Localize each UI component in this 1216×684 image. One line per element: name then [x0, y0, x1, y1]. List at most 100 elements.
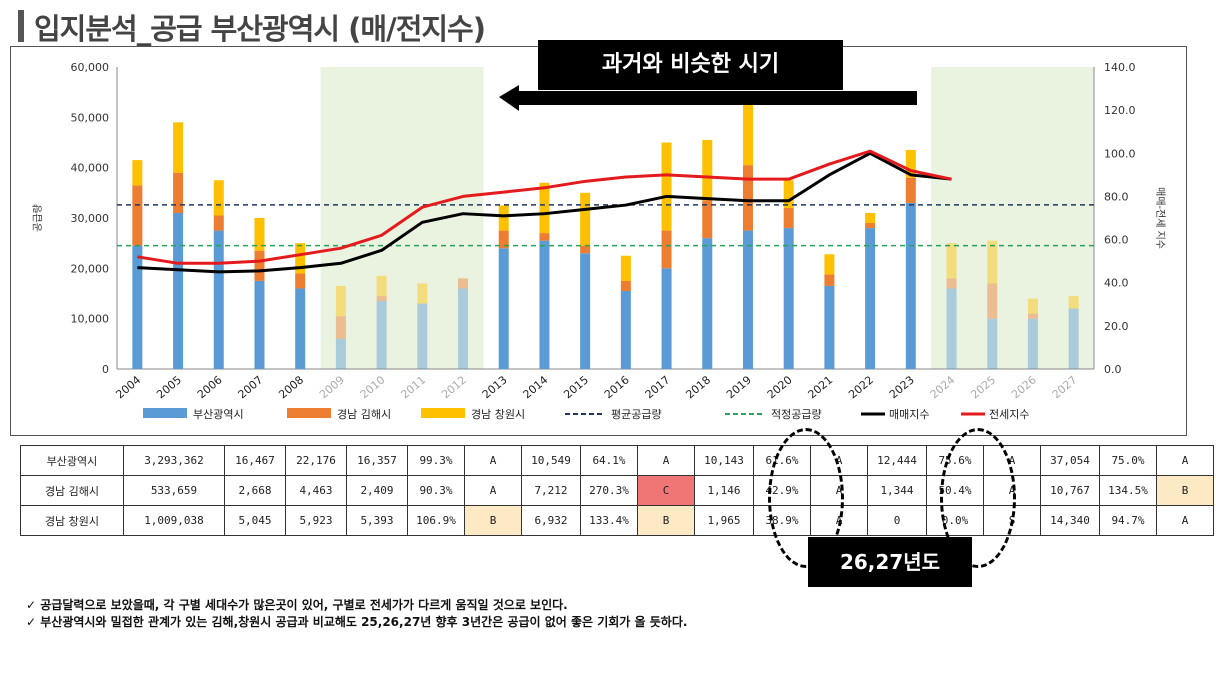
x-tick-label: 2016 — [602, 373, 632, 401]
table-row: 경남 창원시 1,009,038 5,045 5,923 5,393 106.9% B 6,9… — [20, 505, 1214, 536]
legend-label: 평균공급량 — [611, 408, 662, 421]
x-tick-label: 2022 — [846, 373, 876, 401]
note-1: ✓ 공급달력으로 보았을때, 각 구별 세대수가 많은곳이 있어, 구별로 전세… — [26, 598, 568, 612]
bar-2007 — [254, 250, 265, 281]
shaded-region-0 — [320, 67, 484, 369]
x-tick-label: 2026 — [1009, 373, 1039, 401]
table-cell: 133.4% — [580, 505, 638, 536]
bar-2025 — [987, 283, 998, 319]
table-cell: 10,143 — [694, 445, 754, 476]
y2-axis-label: 매매-전세 지수 — [1154, 187, 1166, 249]
x-tick-label: 2023 — [887, 373, 917, 401]
bar-2008 — [295, 243, 306, 274]
y-tick-label: 50,000 — [71, 111, 110, 124]
x-tick-label: 2011 — [398, 373, 428, 401]
bar-2004 — [132, 185, 143, 246]
bar-2012 — [458, 288, 469, 369]
bar-2026 — [1027, 318, 1038, 369]
bar-2022 — [865, 212, 876, 224]
table-cell: 75.0% — [1099, 445, 1157, 476]
y2-tick-label: 80.0 — [1104, 190, 1129, 203]
y-tick-label: 30,000 — [71, 212, 110, 225]
table-cell: 10,549 — [521, 445, 581, 476]
table-cell: A — [464, 445, 522, 476]
bar-2014 — [539, 182, 550, 234]
table-cell: 16,357 — [346, 445, 408, 476]
bar-2014 — [539, 233, 550, 241]
bar-2009 — [335, 316, 346, 339]
bar-2005 — [173, 122, 184, 173]
table-cell: 90.3% — [407, 475, 465, 506]
x-tick-label: 2009 — [317, 373, 347, 401]
table-row-name: 부산광역시 — [20, 445, 124, 476]
legend-swatch — [143, 408, 187, 418]
bar-2025 — [987, 240, 998, 284]
y-tick-label: 0 — [102, 363, 109, 376]
table-cell: 533,659 — [123, 475, 225, 506]
bar-2024 — [946, 243, 957, 279]
table-cell: 4,463 — [285, 475, 347, 506]
highlight-ellipse-2027 — [940, 428, 1016, 568]
table-cell: 1,009,038 — [123, 505, 225, 536]
table-row: 경남 김해시 533,659 2,668 4,463 2,409 90.3% A 7,212 2… — [20, 475, 1214, 506]
legend-label: 경남 김해시 — [337, 407, 391, 421]
table-cell: 2,668 — [224, 475, 286, 506]
bar-2021 — [824, 285, 835, 369]
table-cell: 12,444 — [867, 445, 927, 476]
bar-2004 — [132, 160, 143, 186]
table-cell: A — [637, 445, 695, 476]
bar-2008 — [295, 288, 306, 369]
bar-2025 — [987, 318, 998, 369]
badge-26-27: 26,27년도 — [808, 537, 972, 587]
bar-2010 — [376, 275, 387, 297]
notes: ✓ 공급달력으로 보았을때, 각 구별 세대수가 많은곳이 있어, 구별로 전세… — [26, 597, 687, 631]
legend-label: 부산광역시 — [193, 408, 244, 421]
bar-2017 — [661, 230, 672, 269]
callout-arrow — [499, 85, 917, 111]
bar-2009 — [335, 285, 346, 317]
table-cell: 10,767 — [1040, 475, 1100, 506]
bar-2027 — [1068, 308, 1079, 369]
y2-tick-label: 20.0 — [1104, 320, 1129, 333]
bar-2016 — [620, 280, 631, 291]
bar-2021 — [824, 254, 835, 275]
bar-2023 — [905, 202, 916, 369]
bar-2010 — [376, 296, 387, 302]
legend-label: 전세지수 — [989, 408, 1029, 421]
supply-index-chart: 0 10,000 20,000 30,000 40,000 50,000 60,000 0.0… — [32, 61, 1166, 421]
highlight-ellipse-2026 — [768, 428, 844, 568]
table-cell: 1,965 — [694, 505, 754, 536]
x-tick-label: 2014 — [521, 373, 551, 401]
x-tick-label: 2021 — [806, 373, 836, 401]
bar-2023 — [905, 177, 916, 203]
table-cell: 16,467 — [224, 445, 286, 476]
x-tick-label: 2005 — [154, 373, 184, 401]
bar-2016 — [620, 255, 631, 281]
supply-table: 부산광역시 3,293,362 16,467 22,176 16,357 99.3% A 10… — [20, 445, 1214, 536]
x-tick-label: 2012 — [439, 373, 469, 401]
x-tick-label: 2007 — [236, 373, 266, 401]
table-cell: 5,045 — [224, 505, 286, 536]
x-tick-label: 2006 — [195, 373, 225, 401]
y2-tick-label: 0.0 — [1104, 363, 1122, 376]
bar-2021 — [824, 274, 835, 286]
bar-2027 — [1068, 296, 1079, 309]
table-cell: 94.7% — [1099, 505, 1157, 536]
table-cell: 37,054 — [1040, 445, 1100, 476]
table-cell: 1,146 — [694, 475, 754, 506]
bar-2015 — [580, 245, 591, 254]
bar-2024 — [946, 278, 957, 289]
note-2: ✓ 부산광역시와 밀접한 관계가 있는 김해,창원시 공급과 비교해도 25,2… — [26, 615, 688, 629]
y-tick-label: 60,000 — [71, 61, 110, 74]
bar-2013 — [498, 205, 509, 231]
page-title: 입지분석_공급 부산광역시 (매/전지수) — [34, 12, 486, 46]
x-tick-label: 2015 — [561, 373, 591, 401]
bar-2005 — [173, 212, 184, 369]
table-cell: 22,176 — [285, 445, 347, 476]
table-cell: A — [1156, 505, 1214, 536]
bar-2018 — [702, 139, 713, 201]
bar-2019 — [742, 230, 753, 369]
x-tick-label: 2013 — [480, 373, 510, 401]
table-row: 부산광역시 3,293,362 16,467 22,176 16,357 99.3% A 10… — [20, 445, 1214, 476]
legend-label: 적정공급량 — [771, 408, 822, 421]
